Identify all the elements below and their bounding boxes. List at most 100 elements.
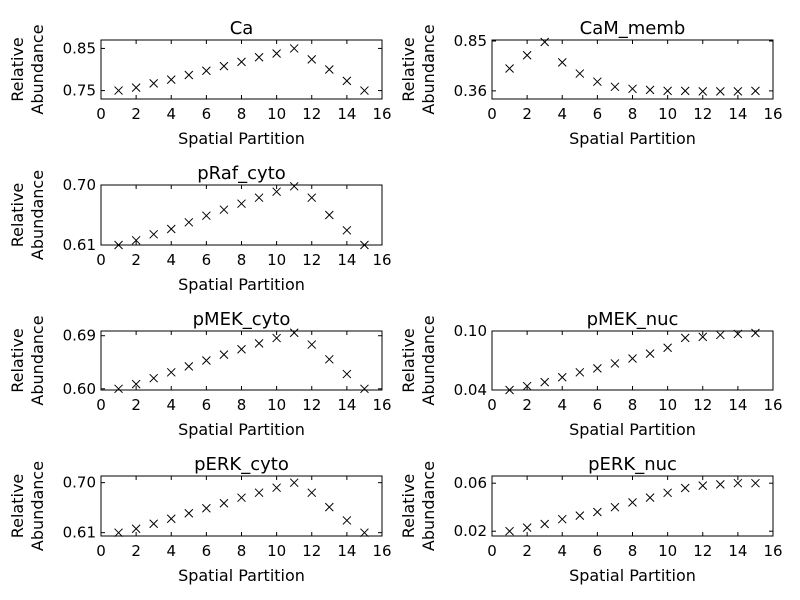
x-tick-label: 6 — [202, 396, 212, 414]
x-tick-label: 0 — [96, 542, 106, 560]
axes-frame — [100, 475, 383, 537]
x-tick-label: 16 — [763, 105, 782, 123]
x-tick-label: 8 — [628, 542, 638, 560]
x-tick-label: 8 — [628, 396, 638, 414]
data-point — [698, 87, 708, 96]
y-tick-label: 0.10 — [454, 322, 487, 340]
x-tick-label: 14 — [337, 251, 356, 269]
data-point — [557, 514, 567, 524]
x-axis-label: Spatial Partition — [178, 420, 305, 439]
data-point — [698, 332, 708, 342]
data-point — [114, 86, 123, 95]
data-point — [219, 205, 229, 215]
x-tick-label: 14 — [728, 542, 747, 560]
y-axis-label: Abundance — [419, 24, 438, 114]
y-axis-label: Abundance — [419, 461, 438, 551]
x-tick-label: 2 — [522, 396, 532, 414]
data-point — [575, 367, 585, 377]
data-point — [149, 519, 159, 529]
x-tick-label: 2 — [131, 542, 141, 560]
data-point — [324, 502, 334, 512]
y-tick-label: 0.06 — [454, 474, 487, 492]
data-point — [698, 481, 708, 490]
axes-frame — [491, 475, 774, 537]
x-tick-label: 16 — [372, 251, 391, 269]
subplot-2: pRaf_cyto 0 2 4 6 8 10 12 14 16 0.61 0.70 Spatial Pa… — [8, 163, 392, 294]
x-tick-label: 12 — [302, 251, 321, 269]
data-point — [114, 384, 123, 394]
data-point — [733, 87, 743, 96]
data-point — [202, 211, 211, 221]
data-point — [610, 82, 620, 92]
data-point — [715, 480, 725, 489]
data-point — [254, 193, 264, 203]
data-point — [324, 354, 334, 364]
data-point — [522, 50, 532, 60]
data-point — [289, 328, 299, 338]
data-point — [751, 478, 760, 488]
subplot-6: pERK_nuc 0 2 4 6 8 10 12 14 16 0.02 0.06 Spatial Par… — [399, 454, 783, 585]
x-tick-label: 10 — [658, 396, 677, 414]
x-tick-label: 10 — [267, 105, 286, 123]
subplot-title: Ca — [230, 18, 254, 39]
data-point — [289, 181, 299, 191]
data-point — [272, 49, 281, 58]
data-point — [166, 367, 176, 377]
x-tick-label: 4 — [557, 105, 567, 123]
x-tick-label: 6 — [202, 542, 212, 560]
y-tick-label: 0.60 — [63, 380, 96, 398]
data-point — [184, 508, 194, 518]
data-point — [645, 349, 655, 358]
data-point — [166, 514, 176, 524]
y-tick-label: 0.36 — [454, 82, 487, 100]
x-tick-label: 0 — [487, 105, 497, 123]
axes-frame — [100, 330, 383, 391]
data-point — [184, 70, 194, 80]
x-tick-label: 12 — [302, 396, 321, 414]
data-point — [149, 79, 159, 88]
data-point — [254, 52, 264, 62]
data-point — [342, 76, 352, 86]
x-tick-label: 8 — [628, 105, 638, 123]
y-tick-label: 0.61 — [63, 236, 96, 254]
y-tick-label: 0.04 — [454, 381, 487, 399]
x-tick-label: 0 — [487, 542, 497, 560]
x-tick-label: 12 — [302, 105, 321, 123]
data-point — [131, 524, 141, 534]
data-point — [237, 493, 246, 503]
x-tick-label: 12 — [693, 105, 712, 123]
axes-frame — [491, 39, 774, 100]
subplot-title: pMEK_cyto — [193, 309, 291, 330]
data-point — [593, 77, 602, 87]
data-point — [557, 58, 567, 67]
y-axis-label: Relative — [399, 37, 418, 102]
data-point — [628, 354, 637, 363]
data-point — [307, 488, 317, 498]
x-tick-label: 10 — [267, 396, 286, 414]
x-tick-label: 0 — [487, 396, 497, 414]
y-tick-label: 0.70 — [63, 474, 96, 492]
x-tick-label: 12 — [693, 542, 712, 560]
data-point — [540, 519, 550, 529]
data-point — [289, 478, 299, 488]
x-axis-label: Spatial Partition — [178, 129, 305, 148]
x-tick-label: 8 — [237, 251, 247, 269]
data-point — [307, 55, 317, 64]
y-axis-label: Abundance — [28, 315, 47, 405]
x-tick-label: 8 — [237, 396, 247, 414]
x-tick-label: 16 — [763, 542, 782, 560]
x-tick-label: 14 — [728, 105, 747, 123]
data-point — [505, 64, 514, 73]
axes-frame — [100, 184, 383, 246]
x-axis-label: Spatial Partition — [569, 129, 696, 148]
data-point — [505, 385, 514, 395]
x-tick-label: 14 — [728, 396, 747, 414]
data-point — [254, 339, 264, 348]
x-tick-label: 6 — [202, 251, 212, 269]
x-tick-label: 0 — [96, 396, 106, 414]
data-point — [680, 483, 690, 493]
y-tick-label: 0.69 — [63, 327, 96, 345]
data-point — [184, 362, 194, 371]
data-point — [272, 187, 281, 197]
